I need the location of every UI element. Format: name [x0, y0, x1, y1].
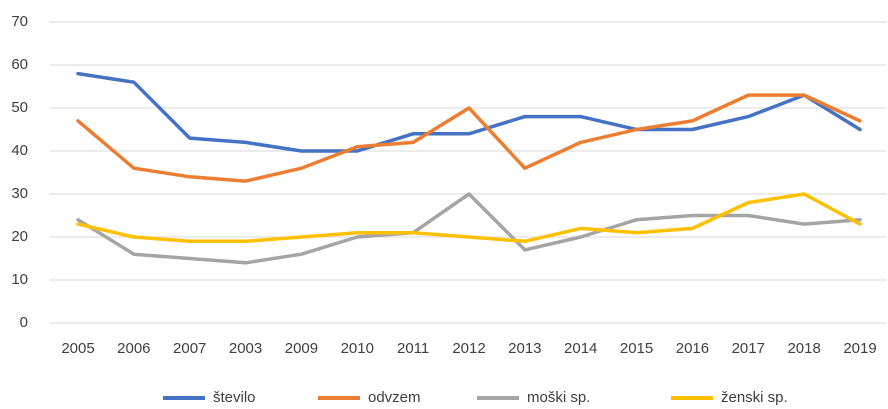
series-line	[76, 192, 862, 265]
legend-label: število	[213, 389, 256, 406]
series-line	[76, 71, 862, 153]
x-tick-label: 2005	[61, 340, 94, 357]
x-tick-label: 2009	[285, 340, 318, 357]
y-tick-label: 10	[11, 271, 28, 288]
y-tick-label: 40	[11, 142, 28, 159]
y-tick-label: 0	[20, 314, 28, 331]
y-tick-label: 50	[11, 99, 28, 116]
legend-label: moški sp.	[527, 389, 590, 406]
x-tick-label: 2006	[117, 340, 150, 357]
x-tick-label: 2016	[676, 340, 709, 357]
x-tick-label: 2019	[843, 340, 876, 357]
legend-label: odvzem	[368, 389, 421, 406]
x-tick-label: 2013	[508, 340, 541, 357]
x-tick-label: 2011	[397, 340, 429, 357]
legend-label: ženski sp.	[721, 389, 788, 406]
x-tick-label: 2010	[341, 340, 374, 357]
y-tick-label: 70	[11, 13, 28, 30]
x-tick-label: 2003	[229, 340, 262, 357]
x-tick-label: 2007	[173, 340, 206, 357]
y-tick-label: 30	[11, 185, 28, 202]
x-tick-label: 2017	[732, 340, 765, 357]
y-tick-label: 60	[11, 56, 28, 73]
x-tick-label: 2015	[620, 340, 653, 357]
x-tick-label: 2012	[452, 340, 485, 357]
x-tick-label: 2014	[564, 340, 597, 357]
series-line	[76, 93, 862, 183]
series-line	[76, 192, 862, 244]
y-tick-label: 20	[11, 228, 28, 245]
x-tick-label: 2018	[787, 340, 820, 357]
